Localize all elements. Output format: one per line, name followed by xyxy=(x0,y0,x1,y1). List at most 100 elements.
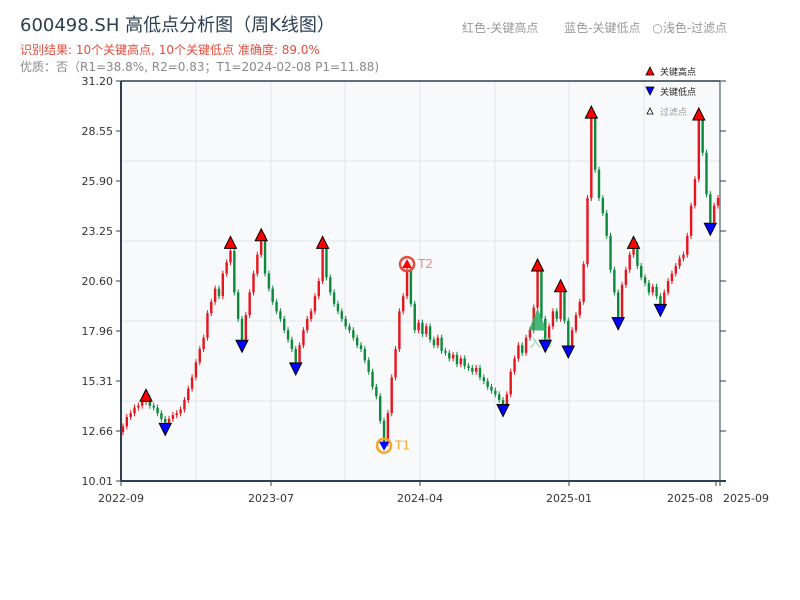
key-low-marker xyxy=(496,403,510,418)
candle-body xyxy=(306,318,309,331)
candle-body xyxy=(693,179,697,206)
candle-body xyxy=(712,205,716,223)
legend-text-filtered: ○浅色-过滤点 xyxy=(652,21,728,35)
t2-high-marker xyxy=(402,259,413,269)
candle-body xyxy=(674,265,677,274)
key-high-marker xyxy=(530,257,545,272)
key-low-marker xyxy=(235,339,249,354)
candle-body xyxy=(459,358,463,365)
candle-body xyxy=(517,345,520,359)
candle-body xyxy=(663,292,666,306)
candle-body xyxy=(597,169,601,199)
candle-body xyxy=(636,245,639,266)
candle-body xyxy=(225,262,228,274)
candle-body xyxy=(244,315,248,340)
candle-body xyxy=(666,281,670,293)
candle-body xyxy=(521,345,524,353)
candle-body xyxy=(651,286,654,293)
candle-body xyxy=(152,405,155,408)
candle-body xyxy=(640,265,643,278)
candle-body xyxy=(240,318,244,340)
candle-body xyxy=(329,277,332,293)
candle-body xyxy=(233,250,236,293)
legend-text-high: 红色-关键高点 xyxy=(462,21,539,35)
candle-body xyxy=(164,418,167,423)
candle-body xyxy=(670,273,674,282)
candle-body xyxy=(137,405,140,408)
candle-body xyxy=(701,118,704,153)
legend-high-icon xyxy=(645,66,655,76)
candle-body xyxy=(551,311,555,327)
key-high-marker xyxy=(139,388,153,402)
candle-body xyxy=(213,288,217,302)
candle-body xyxy=(160,413,163,419)
candle-body xyxy=(716,198,720,206)
color-legend-text: 红色-关键高点 蓝色-关键低点 ○浅色-过滤点 xyxy=(462,19,749,36)
candle-body xyxy=(402,296,405,312)
x-tick-label: 2025-01 xyxy=(546,492,592,505)
candle-body xyxy=(509,371,512,395)
candle-body xyxy=(613,269,616,293)
candle-body xyxy=(206,313,209,338)
entry-marker xyxy=(528,308,547,331)
candle-body xyxy=(563,292,566,321)
candle-body xyxy=(582,264,585,302)
key-low-marker xyxy=(288,362,303,377)
candle-body xyxy=(121,426,125,433)
candle-body xyxy=(524,337,528,353)
candle-body xyxy=(425,326,428,334)
candle-body xyxy=(486,381,489,387)
candle-body xyxy=(378,396,382,421)
candle-body xyxy=(267,273,271,289)
candle-body xyxy=(536,269,539,308)
candle-body xyxy=(478,367,482,378)
candle-body xyxy=(332,292,336,304)
candle-body xyxy=(386,413,390,444)
t1-circle xyxy=(375,437,393,454)
result-summary: 识别结果: 10个关键高点, 10个关键低点 准确度: 89.0% xyxy=(20,43,320,57)
candle-body xyxy=(428,326,432,340)
x-tick-label: 2022-09 xyxy=(98,492,144,505)
key-low-marker xyxy=(158,422,173,437)
key-low-marker xyxy=(611,317,626,331)
candle-body xyxy=(317,281,320,297)
candle-body xyxy=(624,269,628,285)
y-tick-label: 25.90 xyxy=(82,175,114,188)
candle-body xyxy=(271,288,274,302)
candle-body xyxy=(697,118,701,180)
key-high-marker xyxy=(691,106,706,121)
candle-body xyxy=(451,354,455,359)
x-tick-label: 2025-08 xyxy=(667,492,713,505)
candle-body xyxy=(547,326,551,340)
y-tick-label: 17.96 xyxy=(82,325,114,338)
candle-body xyxy=(490,386,493,391)
candle-body xyxy=(129,413,132,418)
candle-body xyxy=(236,292,240,319)
candle-body xyxy=(555,311,558,319)
candle-body xyxy=(655,286,658,297)
key-low-marker xyxy=(538,339,553,354)
candle-body xyxy=(455,354,459,365)
candle-body xyxy=(413,303,416,331)
candle-body xyxy=(275,301,278,312)
candle-body xyxy=(371,371,374,387)
candle-body xyxy=(586,198,589,265)
candle-body xyxy=(290,339,294,350)
candle-body xyxy=(156,407,159,414)
candle-body xyxy=(463,358,466,367)
candle-body xyxy=(202,337,205,350)
candle-body xyxy=(336,303,340,312)
candle-body xyxy=(620,284,624,319)
y-tick-label: 23.25 xyxy=(82,225,114,238)
candle-body xyxy=(313,296,317,312)
candle-body xyxy=(440,337,443,351)
candle-body xyxy=(678,258,681,266)
legend-low-icon xyxy=(645,86,655,96)
x-tick-label: 2025-09 xyxy=(723,492,769,505)
candle-body xyxy=(474,367,478,372)
candle-body xyxy=(643,277,647,283)
candle-body xyxy=(689,205,693,236)
candle-body xyxy=(482,377,486,382)
candle-body xyxy=(359,345,363,350)
candle-body xyxy=(187,388,190,401)
